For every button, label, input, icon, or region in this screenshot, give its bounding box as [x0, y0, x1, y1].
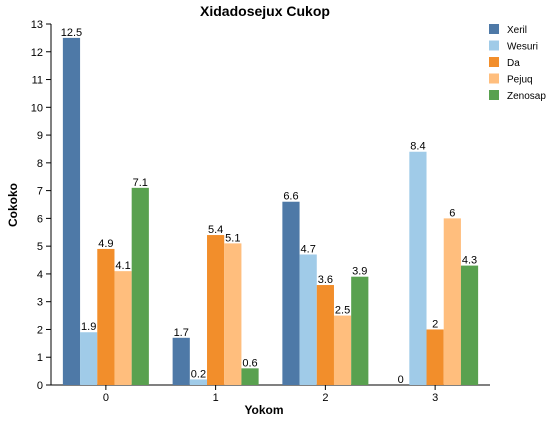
legend-label: Pejuq	[507, 75, 533, 86]
data-label: 12.5	[61, 27, 82, 39]
data-label: 2	[432, 318, 438, 330]
legend-swatch	[489, 40, 499, 51]
y-tick-label: 2	[37, 324, 43, 336]
data-label: 2.5	[335, 305, 350, 317]
bar	[172, 337, 190, 385]
data-label: 4.3	[462, 255, 477, 267]
chart-title: Xidadosejux Cukop	[200, 3, 330, 19]
bar	[316, 285, 334, 385]
data-label: 0	[398, 374, 404, 386]
bar	[207, 235, 225, 385]
bar	[224, 243, 242, 385]
x-axis-title: Yokom	[244, 403, 283, 417]
data-label: 5.1	[225, 232, 240, 244]
legend-label: Zenosap	[507, 91, 546, 102]
data-label: 3.9	[352, 266, 367, 278]
y-tick-label: 9	[37, 130, 43, 142]
bar	[282, 201, 300, 385]
y-tick-label: 7	[37, 186, 43, 198]
x-tick-label: 0	[103, 392, 109, 404]
data-label: 7.1	[133, 177, 148, 189]
bar	[299, 254, 317, 385]
bar	[241, 368, 259, 385]
data-label: 4.7	[301, 243, 316, 255]
data-label: 1.9	[81, 321, 96, 333]
y-tick-label: 6	[37, 213, 43, 225]
data-label: 6	[449, 207, 455, 219]
legend-swatch	[489, 57, 499, 67]
bar	[114, 271, 132, 385]
y-tick-label: 0	[37, 380, 43, 392]
data-label: 0.2	[191, 368, 206, 380]
bar	[443, 218, 461, 385]
bar	[426, 329, 444, 385]
y-tick-label: 11	[32, 75, 43, 87]
bar	[409, 151, 427, 385]
legend-swatch	[489, 24, 499, 34]
x-tick-label: 3	[432, 392, 438, 404]
bar	[80, 332, 98, 385]
data-label: 3.6	[318, 274, 333, 286]
y-tick-label: 12	[31, 47, 43, 59]
y-axis-title: Cokoko	[6, 183, 20, 227]
bar	[62, 37, 81, 386]
bar	[333, 315, 352, 385]
y-tick-label: 5	[37, 241, 43, 253]
bar	[460, 265, 479, 385]
x-tick-label: 1	[213, 392, 219, 404]
x-tick-label: 2	[322, 392, 328, 404]
legend-label: Da	[507, 58, 520, 69]
y-tick-label: 1	[37, 352, 43, 364]
data-label: 6.6	[283, 191, 298, 203]
y-tick-label: 8	[37, 158, 43, 170]
bar	[351, 276, 369, 385]
legend-swatch	[489, 90, 499, 100]
y-tick-label: 10	[31, 102, 43, 114]
legend-label: Wesuri	[507, 42, 538, 53]
bar	[97, 248, 115, 385]
legend: Xeril Wesuri Da Pejuq Zenosap	[489, 24, 546, 102]
legend-swatch	[489, 73, 499, 84]
y-tick-label: 13	[31, 19, 43, 31]
data-label: 5.4	[208, 224, 223, 236]
y-tick-label: 3	[37, 297, 43, 309]
data-label: 1.7	[174, 327, 189, 339]
bar	[131, 187, 149, 385]
data-label: 8.4	[410, 141, 425, 153]
y-tick-label: 4	[37, 269, 43, 281]
data-label: 0.6	[242, 357, 257, 369]
data-label: 4.1	[115, 260, 130, 272]
data-label: 4.9	[98, 238, 113, 250]
bar	[189, 379, 208, 385]
legend-label: Xeril	[507, 25, 527, 36]
